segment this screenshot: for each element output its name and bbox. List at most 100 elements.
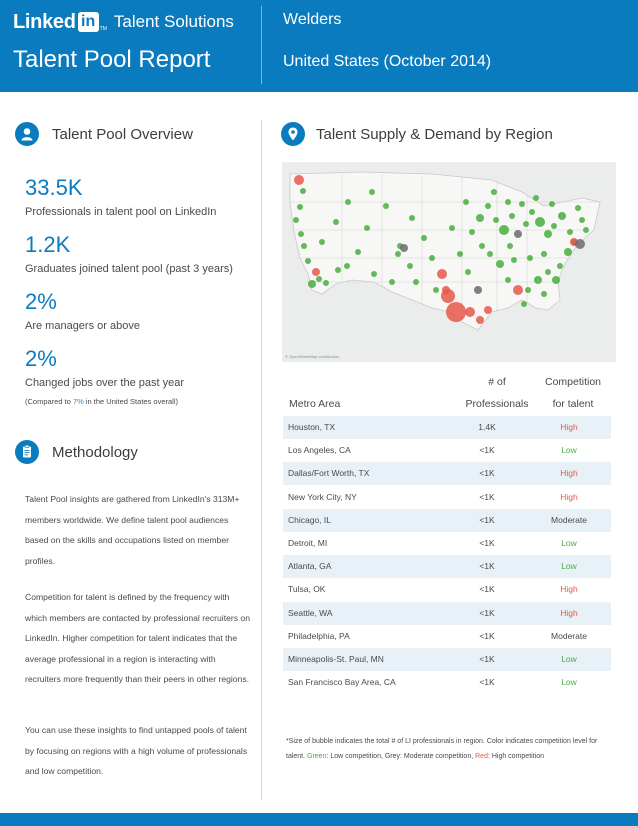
region-bubble [567,229,573,235]
metro-area-cell: New York City, NY [288,491,357,502]
professionals-cell: <1K [479,584,495,595]
talent-bubble-map[interactable]: © OpenStreetMap contributors [282,162,616,362]
competition-cell: Low [561,654,577,664]
competition-cell: High [560,422,578,432]
region-bubble [383,203,389,209]
region-bubble [449,225,455,231]
report-header: Linked in TM Talent Solutions Talent Poo… [0,0,638,92]
region-bubble [409,215,415,221]
region-bubble [575,205,581,211]
map-credit: © OpenStreetMap contributors [285,354,339,359]
competition-cell: Low [561,538,577,548]
report-title: Talent Pool Report [13,46,211,73]
region-bubble [514,230,522,238]
region-bubble [413,279,419,285]
metro-area-cell: Seattle, WA [288,607,333,618]
footnote-green: Green [307,752,327,760]
logo-trademark: TM [99,26,107,32]
region-bubble [333,219,339,225]
column-header-professionals: # of [488,376,506,388]
region-bubble [446,302,466,322]
region-bubble [525,287,531,293]
region-bubble [335,267,341,273]
region-bubble [575,239,585,249]
overview-title: Talent Pool Overview [52,126,193,143]
region-bubble [493,217,499,223]
header-divider [261,6,262,84]
region-bubble [442,286,450,294]
column-header-competition-line2: for talent [552,398,594,410]
competition-cell: High [560,491,578,502]
region-bubble [429,255,435,261]
table-row: Chicago, IL <1K Moderate [283,508,611,532]
region-bubble [308,280,316,288]
table-row: San Francisco Bay Area, CA <1K Low [283,671,611,694]
metro-area-cell: Atlanta, GA [288,561,332,572]
person-icon [15,122,39,146]
metro-area-cell: Houston, TX [288,422,336,432]
stat-label-professionals: Professionals in talent pool on LinkedIn [25,206,217,218]
competition-cell: High [560,584,578,595]
region-bubble [479,243,485,249]
region-bubble [364,225,370,231]
professionals-cell: <1K [479,514,495,525]
region-bubble [476,214,484,222]
region-bubble [345,199,351,205]
region-bubble [395,251,401,257]
stat-label-managers: Are managers or above [25,320,140,332]
table-row: Detroit, MI <1K Low [283,532,611,555]
region-bubble [491,189,497,195]
metro-area-cell: Tulsa, OK [288,584,326,595]
region-bubble [305,258,311,264]
region-bubble [294,175,304,185]
metro-area-cell: Los Angeles, CA [288,445,351,456]
region-bubble [465,307,475,317]
region-bubble [300,188,306,194]
competition-cell: Low [561,561,577,572]
region-bubble [316,276,322,282]
metro-area-cell: Detroit, MI [288,538,328,548]
logo-wordmark: Linked [13,10,76,33]
professionals-cell: 1.4K [478,422,496,432]
map-footnote: *Size of bubble indicates the total # of… [286,738,598,760]
page-footer-bar [0,813,638,826]
region-bubble [557,263,563,269]
region-bubble [511,257,517,263]
region-bubble [437,269,447,279]
column-divider [261,120,262,800]
region-bubble [534,276,542,284]
professionals-cell: <1K [479,538,495,548]
region-bubble [469,229,475,235]
region-bubble [463,199,469,205]
professionals-cell: <1K [479,491,495,502]
region-bubble [583,227,589,233]
region-bubble [552,276,560,284]
comparison-note: (Compared to 7% in the United States ove… [25,397,178,406]
region-bubble [496,260,504,268]
logo-in-badge: in [77,12,99,32]
region-bubble [319,239,325,245]
region-bubble [293,217,299,223]
metro-area-cell: Philadelphia, PA [288,630,350,641]
competition-cell: Low [561,677,577,688]
occupation-title: Welders [283,11,342,28]
region-bubble [487,251,493,257]
map-canvas: © OpenStreetMap contributors [282,162,616,362]
region-bubble [484,306,492,314]
professionals-cell: <1K [479,654,495,664]
region-date: United States (October 2014) [283,53,492,70]
methodology-paragraph: Talent Pool insights are gathered from L… [25,494,240,566]
region-bubble [474,286,482,294]
professionals-cell: <1K [479,468,495,479]
professionals-cell: <1K [479,445,495,456]
competition-cell: High [560,468,578,479]
stat-label-graduates: Graduates joined talent pool (past 3 yea… [25,263,233,275]
stat-label-job-changes: Changed jobs over the past year [25,377,184,389]
methodology-paragraph: You can use these insights to find untap… [25,725,248,776]
table-row: New York City, NY <1K High [283,486,611,509]
product-name: Talent Solutions [113,12,234,31]
competition-cell: Low [561,445,577,456]
region-bubble [400,244,408,252]
region-bubble [407,263,413,269]
column-header-competition: Competition [544,376,602,388]
